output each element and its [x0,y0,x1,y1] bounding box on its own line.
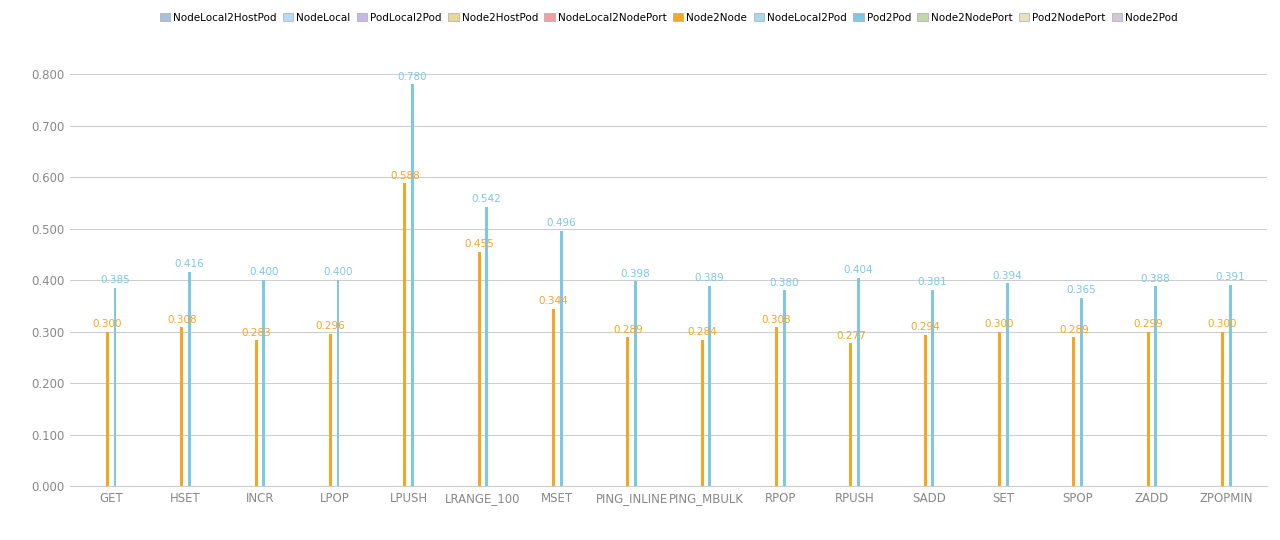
Text: 0.400: 0.400 [248,267,279,278]
Text: 0.391: 0.391 [1215,272,1245,282]
Bar [1221,332,1224,486]
Bar [106,332,109,486]
Text: 0.289: 0.289 [1059,325,1089,335]
Bar [776,327,778,486]
Text: 0.380: 0.380 [769,278,799,288]
Text: 0.308: 0.308 [762,315,791,325]
Bar [329,334,332,486]
Bar [1006,283,1009,486]
Text: 0.588: 0.588 [390,171,420,181]
Text: 0.296: 0.296 [316,321,346,331]
Text: 0.294: 0.294 [910,322,940,332]
Text: 0.365: 0.365 [1066,286,1096,295]
Text: 0.542: 0.542 [472,194,502,204]
Text: 0.277: 0.277 [836,331,865,341]
Bar [932,290,934,486]
Text: 0.284: 0.284 [687,327,717,337]
Text: 0.289: 0.289 [613,325,643,335]
Bar [180,327,183,486]
Text: 0.455: 0.455 [465,239,494,249]
Text: 0.283: 0.283 [242,328,271,338]
Text: 0.398: 0.398 [621,268,650,279]
Bar [850,343,852,486]
Bar [998,332,1001,486]
Text: 0.416: 0.416 [174,259,205,269]
Bar [1080,298,1083,486]
Text: 0.780: 0.780 [398,72,428,82]
Bar [924,335,927,486]
Text: 0.388: 0.388 [1140,274,1171,284]
Legend: NodeLocal2HostPod, NodeLocal, PodLocal2Pod, Node2HostPod, NodeLocal2NodePort, No: NodeLocal2HostPod, NodeLocal, PodLocal2P… [155,9,1183,27]
Bar [188,272,191,486]
Bar [337,280,339,486]
Bar [477,252,481,486]
Bar [403,183,406,486]
Bar [1147,332,1149,486]
Bar [485,207,488,486]
Text: 0.308: 0.308 [168,315,197,325]
Text: 0.404: 0.404 [844,266,873,275]
Bar [782,291,786,486]
Bar [856,278,860,486]
Bar [114,288,116,486]
Text: 0.394: 0.394 [992,271,1021,281]
Text: 0.344: 0.344 [539,296,568,306]
Bar [262,280,265,486]
Bar [1229,285,1231,486]
Text: 0.400: 0.400 [324,267,353,278]
Bar [559,231,562,486]
Bar [708,286,712,486]
Bar [626,337,630,486]
Bar [552,309,556,486]
Text: 0.381: 0.381 [918,277,947,287]
Text: 0.299: 0.299 [1133,320,1164,329]
Bar [634,281,637,486]
Text: 0.385: 0.385 [100,275,129,285]
Text: 0.496: 0.496 [547,218,576,228]
Text: 0.300: 0.300 [1208,319,1238,329]
Bar [700,340,704,486]
Text: 0.389: 0.389 [695,273,724,283]
Bar [255,340,257,486]
Bar [1073,337,1075,486]
Bar [1155,286,1157,486]
Text: 0.300: 0.300 [93,319,123,329]
Bar [411,84,413,486]
Text: 0.300: 0.300 [984,319,1014,329]
